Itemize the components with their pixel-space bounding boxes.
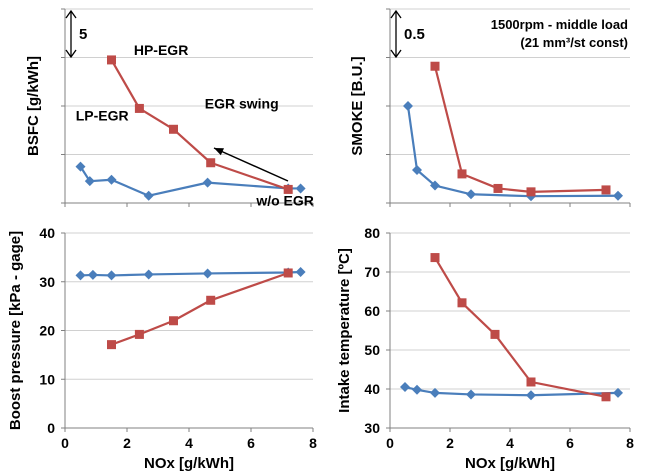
egr-swing-arrow-line: [213, 147, 289, 182]
y-tick-label: 10: [39, 371, 55, 387]
series-line-lp-egr: [406, 105, 619, 198]
panel-smoke: SMOKE [B.U.] 0.5 1500rpm - middle load (21 …: [349, 8, 631, 207]
x-tick-label: 0: [61, 435, 69, 451]
data-point-hp-egr: [107, 340, 116, 350]
annotation-w-o-egr: w/o EGR: [255, 192, 314, 208]
x-tick-label: 4: [185, 435, 193, 451]
y-axis-label: BSFC [g/kWh]: [25, 56, 42, 156]
data-point-lp-egr: [84, 176, 95, 187]
y-axis-label: SMOKE [B.U.]: [349, 56, 366, 155]
data-point-hp-egr: [457, 169, 467, 179]
data-point-lp-egr: [466, 189, 476, 200]
data-point-hp-egr: [526, 187, 536, 197]
series-line-hp-egr: [434, 257, 607, 398]
y-tick-label: 30: [364, 420, 380, 436]
data-point-hp-egr: [283, 268, 293, 278]
data-point-hp-egr: [206, 295, 216, 305]
y-tick-label: 30: [39, 274, 55, 290]
data-point-lp-egr: [295, 183, 306, 194]
scale-bar-arrowhead-top: [65, 9, 77, 19]
x-tick-label: 6: [247, 435, 255, 451]
data-point-lp-egr: [613, 387, 623, 398]
data-point-hp-egr: [430, 253, 440, 263]
scale-bar-arrowhead-bottom: [390, 49, 402, 59]
data-point-lp-egr: [403, 101, 413, 111]
annotation-hp-egr: HP-EGR: [134, 42, 188, 58]
scale-bar-label: 5: [79, 26, 87, 43]
x-tick-label: 0: [386, 435, 394, 451]
y-tick-label: 40: [39, 225, 55, 241]
data-point-hp-egr: [169, 316, 178, 326]
y-tick-label: 50: [364, 342, 380, 358]
data-point-lp-egr: [466, 389, 476, 400]
data-point-lp-egr: [75, 161, 86, 172]
x-tick-label: 6: [566, 435, 574, 451]
data-point-lp-egr: [613, 190, 623, 201]
x-tick-label: 2: [446, 435, 454, 451]
data-point-lp-egr: [202, 177, 213, 188]
panel-bsfc: BSFC [g/kWh] 5 HP-EGR LP-EGR EGR swing w/o EG…: [25, 8, 314, 208]
data-point-lp-egr: [106, 270, 117, 281]
data-point-hp-egr: [457, 298, 467, 308]
data-point-hp-egr: [490, 329, 500, 339]
data-point-hp-egr: [601, 185, 611, 195]
chart-title: 1500rpm - middle load: [491, 17, 628, 32]
data-point-lp-egr: [143, 269, 154, 280]
panel-intake: 30 40 50 60 70 80 0 2 4 6 8 Intake temperature [ºC]…: [336, 225, 634, 472]
data-point-hp-egr: [206, 158, 216, 168]
annotation-lp-egr: LP-EGR: [76, 108, 129, 124]
data-point-lp-egr: [430, 387, 440, 398]
data-point-lp-egr: [75, 270, 86, 281]
y-tick-label: 0: [47, 420, 55, 436]
data-point-hp-egr: [107, 55, 116, 65]
data-point-lp-egr: [202, 268, 213, 279]
scale-bar-arrowhead-top: [390, 9, 402, 19]
x-tick-label: 8: [626, 435, 634, 451]
data-point-lp-egr: [87, 269, 98, 280]
data-point-lp-egr: [430, 180, 440, 191]
y-axis-label: Boost pressure [kPa - gage]: [7, 231, 24, 430]
data-point-hp-egr: [601, 392, 611, 402]
data-point-lp-egr: [412, 384, 422, 395]
data-point-hp-egr: [134, 103, 144, 113]
egr-swing-arrowhead: [214, 148, 224, 156]
data-point-lp-egr: [400, 382, 410, 393]
data-point-lp-egr: [143, 190, 154, 201]
scale-bar-label: 0.5: [404, 26, 425, 43]
data-point-lp-egr: [412, 165, 422, 176]
y-tick-label: 40: [364, 381, 380, 397]
scale-bar-arrowhead-bottom: [65, 49, 77, 59]
x-axis-label: NOx [g/kWh]: [465, 455, 555, 472]
annotation-egr-swing: EGR swing: [205, 95, 279, 111]
y-tick-label: 80: [364, 225, 380, 241]
x-tick-label: 2: [123, 435, 131, 451]
y-tick-label: 60: [364, 303, 380, 319]
chart-subtitle: (21 mm³/st const): [520, 35, 628, 50]
data-point-hp-egr: [526, 377, 536, 387]
data-point-hp-egr: [134, 329, 144, 339]
y-tick-label: 20: [39, 323, 55, 339]
data-point-hp-egr: [283, 184, 293, 194]
x-axis-label: NOx [g/kWh]: [144, 455, 234, 472]
data-point-hp-egr: [493, 183, 503, 193]
y-axis-label: Intake temperature [ºC]: [336, 248, 353, 413]
data-point-lp-egr: [295, 267, 306, 277]
data-point-lp-egr: [106, 174, 117, 185]
data-point-hp-egr: [169, 124, 178, 134]
y-tick-label: 70: [364, 264, 380, 280]
panel-boost: 0 10 20 30 40 0 2 4 6 8 Boost pressure [kPa - gage…: [7, 225, 317, 472]
x-tick-label: 8: [309, 435, 317, 451]
x-tick-label: 4: [506, 435, 514, 451]
data-point-hp-egr: [430, 61, 440, 71]
data-point-lp-egr: [526, 390, 536, 401]
